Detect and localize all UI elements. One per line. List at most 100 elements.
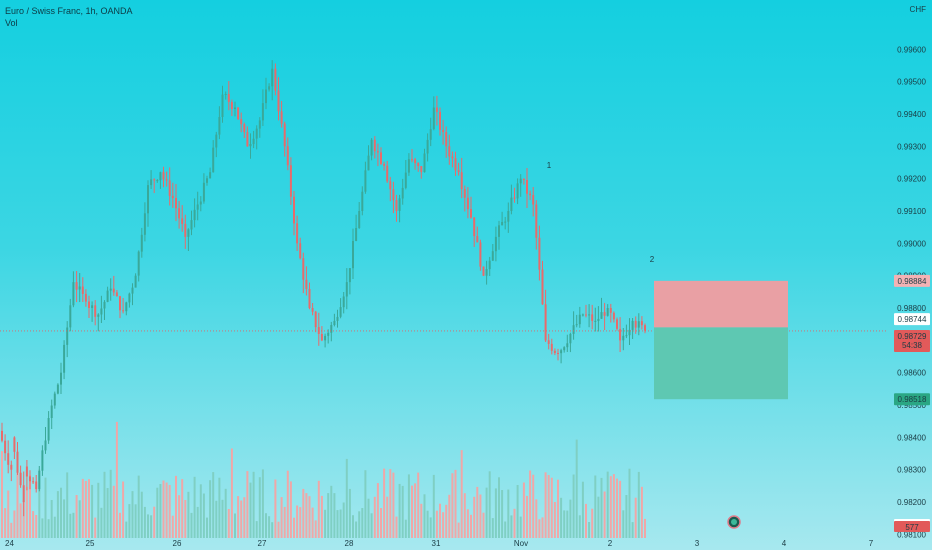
candle-body bbox=[302, 258, 305, 280]
candle-body bbox=[7, 453, 10, 465]
candle-body bbox=[460, 172, 463, 190]
candle-body bbox=[286, 146, 289, 166]
candle-body bbox=[389, 181, 392, 190]
symbol-title[interactable]: Euro / Swiss Franc, 1h, OANDA bbox=[5, 6, 133, 16]
candle-body bbox=[588, 314, 591, 316]
volume-bar bbox=[609, 476, 612, 538]
candle-body bbox=[600, 312, 603, 319]
volume-bar bbox=[299, 507, 302, 538]
candle-body bbox=[69, 305, 72, 328]
volume-bar bbox=[488, 471, 491, 538]
volume-bar bbox=[324, 509, 327, 538]
candle-body bbox=[305, 279, 308, 289]
volume-bar bbox=[190, 512, 193, 538]
candle-body bbox=[32, 481, 35, 483]
volume-bar bbox=[348, 488, 351, 538]
candle-body bbox=[435, 107, 438, 112]
price-badge-target-bg bbox=[894, 393, 930, 406]
volume-bar bbox=[32, 511, 35, 538]
candle-body bbox=[128, 293, 131, 303]
volume-bar bbox=[498, 477, 500, 538]
volume-bar bbox=[296, 505, 299, 538]
volume-bar bbox=[187, 491, 190, 538]
volume-bar bbox=[526, 495, 528, 538]
volume-bar bbox=[66, 472, 69, 538]
volume-bar bbox=[84, 481, 87, 538]
volume-bar bbox=[218, 477, 221, 538]
candle-body bbox=[249, 144, 252, 147]
candle-body bbox=[159, 172, 162, 181]
volume-bar bbox=[376, 483, 379, 538]
candle-body bbox=[196, 204, 199, 210]
volume-bar bbox=[519, 516, 522, 538]
volume-bar bbox=[147, 514, 149, 538]
volume-bar bbox=[407, 474, 410, 538]
volume-bar bbox=[255, 521, 258, 538]
volume-bar bbox=[485, 487, 488, 538]
volume-bar bbox=[156, 487, 159, 538]
candle-body bbox=[547, 340, 550, 344]
candle-body bbox=[640, 321, 643, 326]
candle-body bbox=[271, 68, 274, 87]
volume-bar bbox=[420, 503, 423, 538]
volume-bar bbox=[330, 485, 333, 538]
candle-body bbox=[345, 282, 348, 297]
candle-body bbox=[119, 296, 121, 311]
y-tick-label: 0.98100 bbox=[897, 530, 926, 539]
volume-bar bbox=[209, 480, 212, 538]
volume-bar bbox=[594, 475, 597, 538]
candle-body bbox=[178, 208, 181, 219]
candle-body bbox=[445, 132, 448, 147]
volume-bar bbox=[494, 488, 497, 538]
candle-body bbox=[41, 450, 44, 471]
candle-body bbox=[612, 312, 615, 320]
candle-body bbox=[258, 120, 261, 129]
volume-bar bbox=[439, 503, 441, 538]
volume-bar bbox=[628, 468, 631, 538]
candle-body bbox=[274, 68, 277, 91]
candle-body bbox=[404, 172, 407, 188]
candle-body bbox=[72, 282, 75, 306]
candle-body bbox=[448, 146, 451, 157]
volume-bar bbox=[622, 510, 625, 538]
candle-body bbox=[140, 234, 143, 252]
candle-body bbox=[414, 159, 417, 164]
candle-body bbox=[631, 320, 634, 330]
volume-bar bbox=[168, 485, 171, 538]
volume-bar bbox=[91, 484, 94, 538]
candle-body bbox=[373, 139, 376, 152]
volume-bar bbox=[631, 522, 634, 538]
volume-bar bbox=[249, 482, 252, 538]
volume-bar bbox=[271, 522, 274, 538]
volume-bar bbox=[171, 515, 174, 538]
volume-bar bbox=[320, 495, 323, 538]
volume-bar bbox=[429, 517, 432, 538]
candle-body bbox=[13, 437, 16, 452]
volume-bar bbox=[460, 450, 463, 538]
volume-bar bbox=[557, 479, 559, 538]
volume-bar bbox=[457, 522, 460, 538]
x-tick-label: 28 bbox=[345, 539, 354, 548]
volume-bar bbox=[588, 522, 591, 538]
candle-body bbox=[168, 180, 171, 196]
volume-bar bbox=[470, 514, 472, 538]
volume-bar bbox=[165, 482, 168, 538]
candle-body bbox=[66, 327, 69, 345]
candle-body bbox=[644, 325, 646, 331]
volume-bar bbox=[414, 483, 417, 538]
candle-body bbox=[296, 223, 299, 244]
candle-body bbox=[625, 335, 628, 337]
candle-body bbox=[364, 170, 367, 192]
volume-bar bbox=[35, 515, 38, 538]
volume-bar bbox=[466, 509, 469, 538]
candle-body bbox=[53, 393, 56, 406]
candle-body bbox=[265, 89, 267, 104]
volume-bar bbox=[10, 522, 13, 538]
volume-bar bbox=[227, 509, 230, 538]
chart-header: Euro / Swiss Franc, 1h, OANDA Vol bbox=[5, 5, 133, 29]
candle-body bbox=[342, 296, 345, 308]
candle-body bbox=[550, 343, 553, 351]
candle-body bbox=[603, 312, 606, 316]
candle-body bbox=[541, 269, 544, 305]
